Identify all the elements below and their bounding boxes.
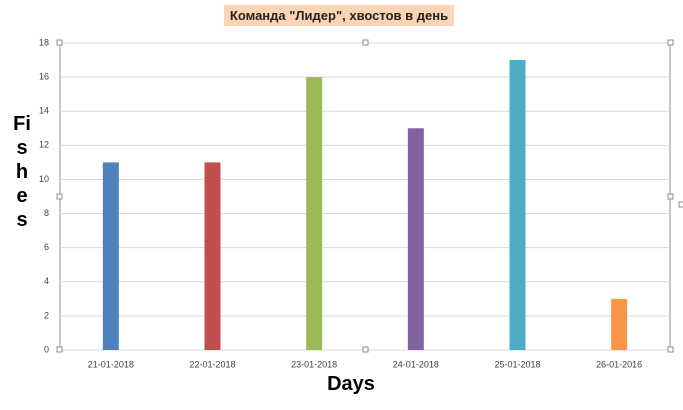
- chart-title: Команда "Лидер", хвостов в день: [223, 5, 455, 26]
- handle: [362, 346, 369, 353]
- handle: [56, 193, 63, 200]
- y-tick-label: 6: [44, 242, 49, 252]
- x-tick-label: 22-01-2018: [189, 359, 235, 369]
- y-tick-label: 8: [44, 208, 49, 218]
- handle: [667, 346, 674, 353]
- bar: [509, 60, 526, 351]
- x-tick-label: 24-01-2018: [393, 359, 439, 369]
- y-tick-label: 0: [44, 344, 49, 354]
- bar: [407, 128, 424, 350]
- bar: [204, 162, 221, 350]
- marks: [60, 42, 670, 351]
- y-tick-label: 4: [44, 276, 49, 286]
- x-tick-label: 23-01-2018: [291, 359, 337, 369]
- handle: [667, 193, 674, 200]
- bar: [102, 162, 119, 350]
- handle: [56, 346, 63, 353]
- y-tick-label: 18: [39, 37, 49, 47]
- bar: [306, 77, 323, 350]
- plot-border: [59, 42, 671, 351]
- handle: [667, 39, 674, 46]
- y-tick-label: 2: [44, 310, 49, 320]
- y-tick-label: 16: [39, 71, 49, 81]
- y-tick-label: 10: [39, 174, 49, 184]
- y-axis-label: Fishes: [13, 113, 31, 231]
- handle: [678, 201, 683, 208]
- x-tick-label: 21-01-2018: [88, 359, 134, 369]
- selection-handles: [56, 39, 683, 353]
- bar: [611, 298, 628, 350]
- x-axis-label: Days: [327, 373, 375, 395]
- handle: [362, 39, 369, 46]
- y-tick-label: 12: [39, 140, 49, 150]
- x-tick-label: 26-01-2016: [596, 359, 642, 369]
- y-tick-label: 14: [39, 106, 49, 116]
- x-tick-label: 25-01-2018: [494, 359, 540, 369]
- handle: [56, 39, 63, 46]
